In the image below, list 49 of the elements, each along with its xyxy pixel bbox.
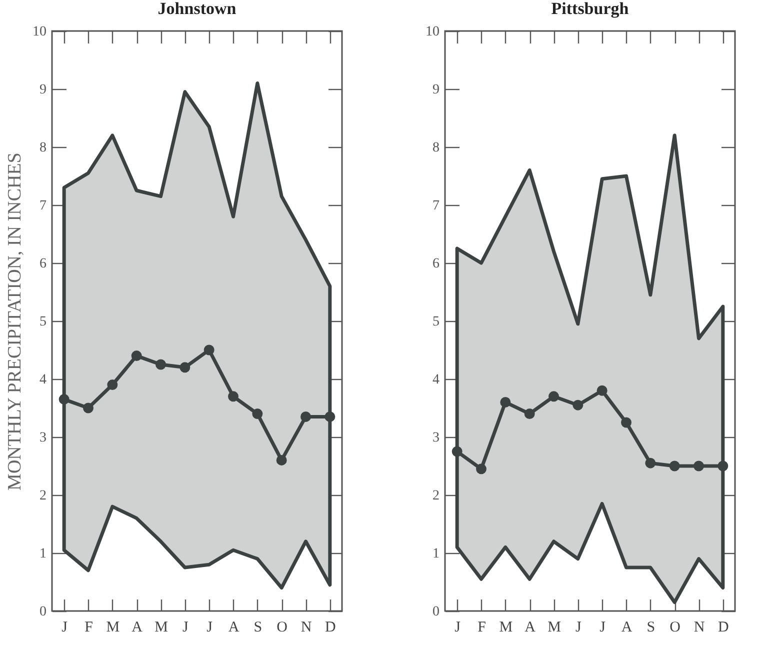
y-tick-label: 7 [432, 198, 440, 214]
y-tick-label: 3 [40, 430, 46, 446]
x-tick-label: A [228, 620, 240, 636]
x-tick-label: O [670, 620, 681, 636]
x-tick-label: J [454, 620, 461, 636]
y-tick-label: 10 [426, 24, 440, 40]
y-tick-label: 4 [432, 372, 440, 388]
x-tick-label: J [575, 620, 582, 636]
y-tick-label: 6 [432, 256, 440, 272]
x-tick-label: A [524, 620, 536, 636]
y-tick-label: 5 [40, 314, 46, 330]
y-tick-label: 0 [432, 604, 440, 620]
x-tick-label: J [62, 620, 68, 636]
x-tick-label: N [694, 620, 705, 636]
x-tick-label: M [154, 620, 168, 636]
y-tick-label: 6 [40, 256, 46, 272]
y-tick-label: 3 [432, 430, 440, 446]
y-tick-label: 4 [40, 372, 46, 388]
chart-title: Pittsburgh [551, 0, 630, 18]
x-tick-label: A [621, 620, 632, 636]
x-tick-label: S [254, 620, 262, 636]
x-tick-label: J [206, 620, 213, 636]
x-tick-label: O [276, 620, 288, 636]
x-tick-label: J [600, 620, 606, 636]
x-tick-label: M [106, 620, 120, 636]
y-tick-label: 1 [40, 546, 46, 562]
x-tick-label: D [324, 620, 336, 636]
y-tick-label: 8 [40, 140, 46, 156]
y-tick-label: 2 [40, 488, 46, 504]
x-tick-label: N [300, 620, 312, 636]
y-tick-label: 1 [432, 546, 440, 562]
y-tick-label: 9 [432, 82, 440, 98]
y-tick-label: 10 [32, 24, 46, 40]
x-tick-label: M [499, 620, 513, 636]
y-tick-label: 5 [432, 314, 440, 330]
x-tick-label: F [478, 620, 486, 636]
x-tick-label: S [646, 620, 656, 636]
y-tick-label: 2 [432, 488, 440, 504]
y-axis-title: MONTHLY PRECIPITATION, IN INCHES [4, 152, 26, 490]
chart-title: Johnstown [158, 0, 237, 18]
x-tick-label: A [132, 620, 143, 636]
x-tick-label: D [718, 620, 729, 636]
x-tick-label: M [548, 620, 561, 636]
x-tick-label: J [182, 620, 188, 636]
y-tick-label: 7 [40, 198, 46, 214]
x-tick-label: F [84, 620, 93, 636]
y-tick-label: 0 [40, 604, 46, 620]
y-tick-label: 8 [432, 140, 440, 156]
y-tick-label: 9 [40, 82, 46, 98]
